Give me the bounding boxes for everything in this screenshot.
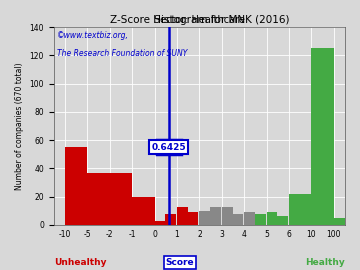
Bar — [222, 207, 233, 225]
Bar — [334, 218, 356, 225]
Text: Healthy: Healthy — [305, 258, 345, 267]
Bar — [132, 197, 154, 225]
Bar — [165, 214, 176, 225]
Text: Sector: Healthcare: Sector: Healthcare — [154, 15, 245, 25]
Bar — [210, 207, 221, 225]
Bar — [110, 173, 132, 225]
Bar — [277, 217, 288, 225]
Bar — [233, 214, 243, 225]
Bar — [289, 194, 311, 225]
Bar — [311, 48, 334, 225]
Bar — [31, 222, 51, 225]
Y-axis label: Number of companies (670 total): Number of companies (670 total) — [15, 62, 24, 190]
Text: Score: Score — [166, 258, 194, 267]
Text: 0.6425: 0.6425 — [152, 143, 186, 152]
Bar — [177, 207, 188, 225]
Bar — [65, 147, 87, 225]
Bar — [154, 221, 165, 225]
Text: ©www.textbiz.org,: ©www.textbiz.org, — [57, 31, 129, 40]
Bar — [188, 212, 198, 225]
Text: Unhealthy: Unhealthy — [54, 258, 106, 267]
Text: The Research Foundation of SUNY: The Research Foundation of SUNY — [57, 49, 187, 58]
Bar — [255, 214, 266, 225]
Title: Z-Score Histogram for MNK (2016): Z-Score Histogram for MNK (2016) — [110, 15, 289, 25]
Bar — [199, 211, 210, 225]
Bar — [244, 212, 255, 225]
Bar — [267, 212, 277, 225]
Bar — [87, 173, 110, 225]
